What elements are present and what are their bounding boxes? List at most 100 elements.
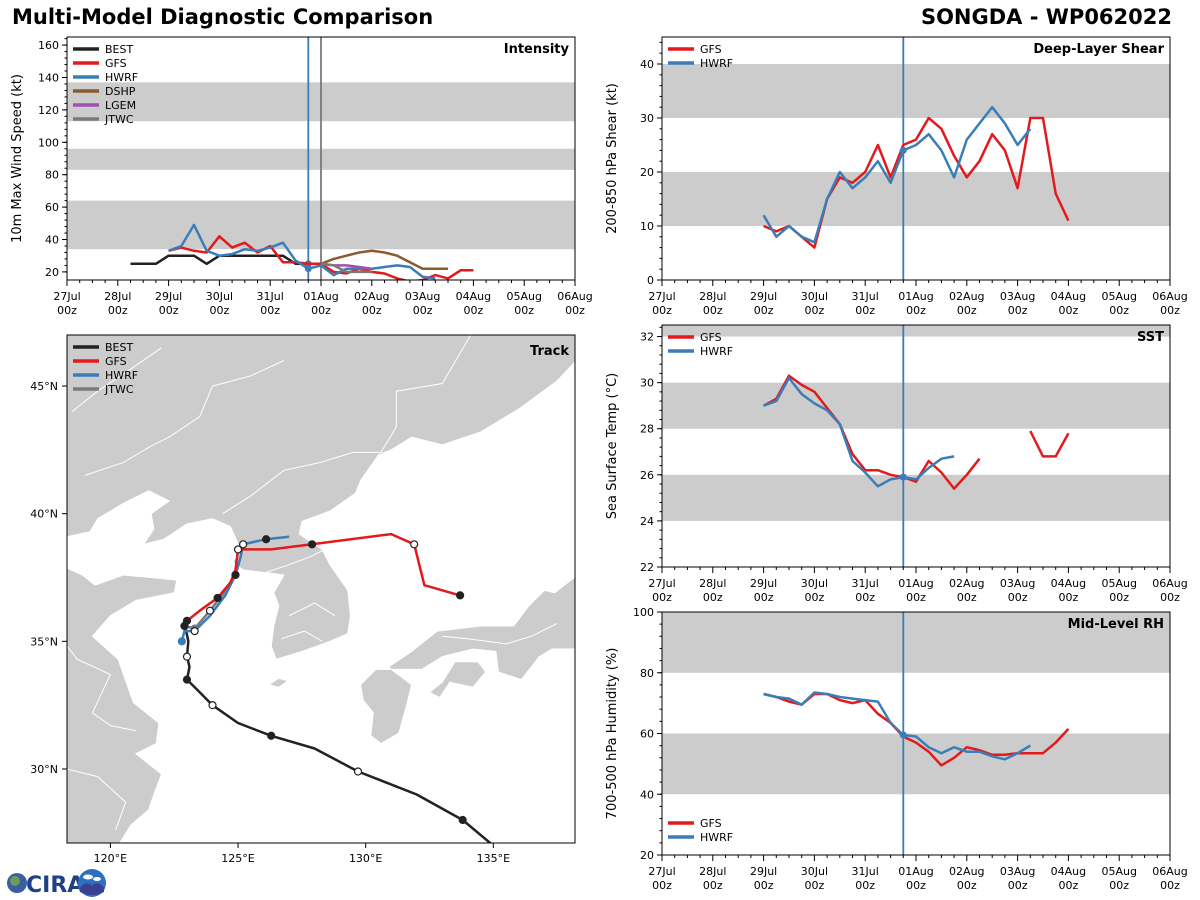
legend-label: GFS [700,43,722,56]
y-tick-label: 100 [633,606,654,619]
x-tick-label: 00z [362,304,382,317]
y-tick-label: 100 [38,136,59,149]
x-tick-label: 00z [260,304,280,317]
mainland-china-korea [67,335,575,843]
x-tick-label: 00z [652,304,672,317]
panel-rh: 2040608010027Jul00z28Jul00z29Jul00z30Jul… [605,606,1188,892]
x-tick-label: 00z [805,304,825,317]
map-area [67,335,575,843]
lat-tick-label: 35°N [30,635,58,648]
x-tick-label: 00z [652,879,672,892]
current-point-marker [899,473,907,481]
panel-intensity: 2040608010012014016027Jul00z28Jul00z29Ju… [10,36,593,317]
x-tick-label: 00z [805,879,825,892]
threshold-band [662,612,1170,673]
series-line-hwrf [762,105,1032,244]
province-border [71,347,162,412]
x-tick-label: 00z [464,304,484,317]
y-tick-label: 10 [640,220,654,233]
series-line-gfs [763,116,1070,249]
x-tick-label: 00z [311,304,331,317]
prefecture-border [442,623,558,645]
border-dmz [265,548,326,573]
storm-id-title: SONGDA - WP062022 [920,5,1172,29]
threshold-band [662,64,1170,118]
province-border [67,768,127,831]
x-tick-label: 27Jul [648,865,675,878]
y-tick-label: 20 [45,266,59,279]
x-tick-label: 29Jul [750,290,777,303]
track-point-best [267,731,276,740]
x-tick-label: 01Aug [303,290,338,303]
x-tick-label: 01Aug [898,290,933,303]
y-tick-label: 22 [640,561,654,574]
y-tick-label: 40 [45,234,59,247]
panel-shear: 01020304027Jul00z28Jul00z29Jul00z30Jul00… [605,36,1188,317]
x-tick-label: 06Aug [1152,577,1187,590]
x-tick-label: 02Aug [949,865,984,878]
track-point-best [208,701,217,710]
y-tick-label: 30 [640,377,654,390]
track-point-gfs [213,593,222,603]
legend-label: GFS [700,817,722,830]
panel-title: SST [1137,330,1164,345]
x-tick-label: 00z [1160,591,1180,604]
svg-text:CIRA: CIRA [26,873,84,898]
x-tick-label: 30Jul [206,290,233,303]
x-tick-label: 00z [1059,304,1079,317]
threshold-band [662,382,1170,429]
x-tick-label: 03Aug [405,290,440,303]
y-tick-label: 120 [38,104,59,117]
track-point-hwrf [190,627,199,636]
x-tick-label: 27Jul [53,290,80,303]
x-tick-label: 05Aug [1101,290,1136,303]
x-tick-label: 30Jul [801,290,828,303]
y-tick-label: 20 [640,166,654,179]
axes-frame [661,324,1171,568]
x-tick-label: 28Jul [699,577,726,590]
legend-label: BEST [105,43,133,56]
y-tick-label: 80 [45,169,59,182]
x-tick-label: 00z [754,879,774,892]
x-tick-label: 30Jul [801,865,828,878]
track-point-best [182,675,192,684]
panel-title: Mid-Level RH [1068,617,1164,632]
y-tick-label: 60 [45,201,59,214]
x-tick-label: 00z [514,304,534,317]
border-china-russia [380,335,472,453]
track-point-hwrf [239,540,248,549]
plot-area [662,37,1170,280]
x-tick-label: 28Jul [699,290,726,303]
x-tick-label: 04Aug [1051,290,1086,303]
x-tick-label: 00z [1109,591,1129,604]
current-point-marker [899,731,907,739]
legend-label: LGEM [105,99,136,112]
lat-tick-label: 40°N [30,508,58,521]
plot-area [662,325,1170,567]
x-tick-label: 01Aug [898,865,933,878]
jeju-island [267,677,289,688]
x-tick-label: 00z [754,591,774,604]
track-point-best [353,767,363,776]
page-title: Multi-Model Diagnostic Comparison [12,5,434,29]
x-tick-label: 06Aug [1152,290,1187,303]
border-china-nkorea [222,451,381,515]
cira-logo-icon: CIRA [7,869,106,898]
series-line-gfs [1029,430,1070,458]
x-tick-label: 00z [703,591,723,604]
cira-logo: CIRA [6,868,106,898]
series-line-hwrf [168,223,436,280]
x-tick-label: 04Aug [1051,865,1086,878]
lon-tick-label: 125°E [221,852,254,865]
province-border [281,630,323,642]
series-line-jtwc [320,262,372,274]
province-border [67,645,136,732]
y-tick-label: 0 [647,274,654,287]
legend-label: HWRF [700,345,733,358]
panel-title: Intensity [504,42,570,57]
x-tick-label: 27Jul [648,290,675,303]
legend-label: HWRF [105,369,138,382]
x-tick-label: 28Jul [104,290,131,303]
y-tick-label: 26 [640,469,654,482]
